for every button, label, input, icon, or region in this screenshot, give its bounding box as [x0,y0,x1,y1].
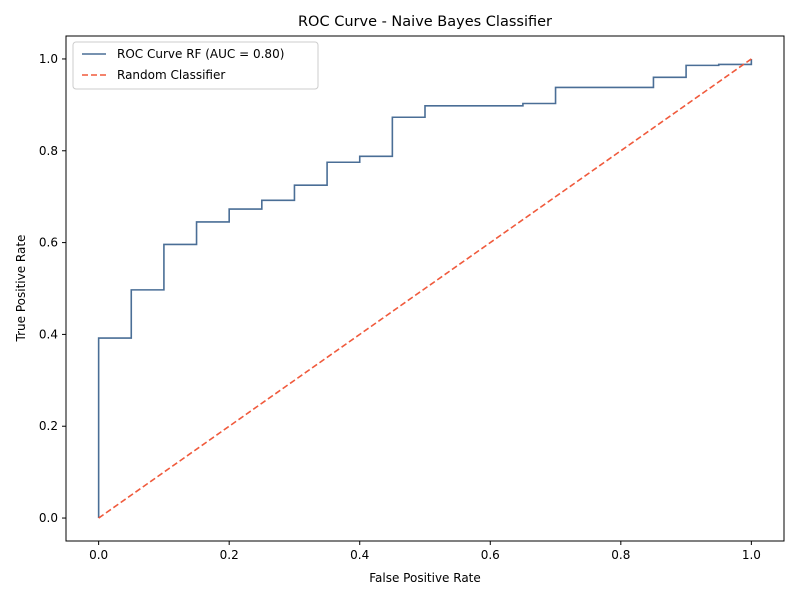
chart-title: ROC Curve - Naive Bayes Classifier [298,14,552,30]
x-axis-title: False Positive Rate [369,571,481,585]
x-tick-label: 0.0 [89,548,108,562]
series-line-0 [97,58,753,519]
y-tick-label: 0.4 [39,327,58,341]
series-line-1 [98,58,752,519]
x-tick-label: 1.0 [742,548,761,562]
plot-area [97,58,753,519]
x-tick-label: 0.4 [350,548,369,562]
x-tick-label: 0.2 [220,548,239,562]
axis-ticks: 0.0 0.2 0.4 0.6 0.8 1.0 0.0 0.2 0.4 0.6 0.8 1.0 [39,52,761,562]
x-tick-label: 0.8 [611,548,630,562]
y-axis-title: True Positive Rate [14,235,28,343]
legend: ROC Curve RF (AUC = 0.80) Random Classifi… [72,41,319,90]
x-tick-label: 0.6 [481,548,500,562]
y-tick-label: 0.0 [39,511,58,525]
y-tick-label: 0.2 [39,419,58,433]
legend-label-1: Random Classifier [117,68,225,82]
legend-label-0: ROC Curve RF (AUC = 0.80) [117,47,284,61]
plot-frame [65,35,785,542]
y-tick-label: 0.6 [39,236,58,250]
legend-box [72,41,319,90]
y-tick-label: 0.8 [39,144,58,158]
y-tick-label: 1.0 [39,52,58,66]
